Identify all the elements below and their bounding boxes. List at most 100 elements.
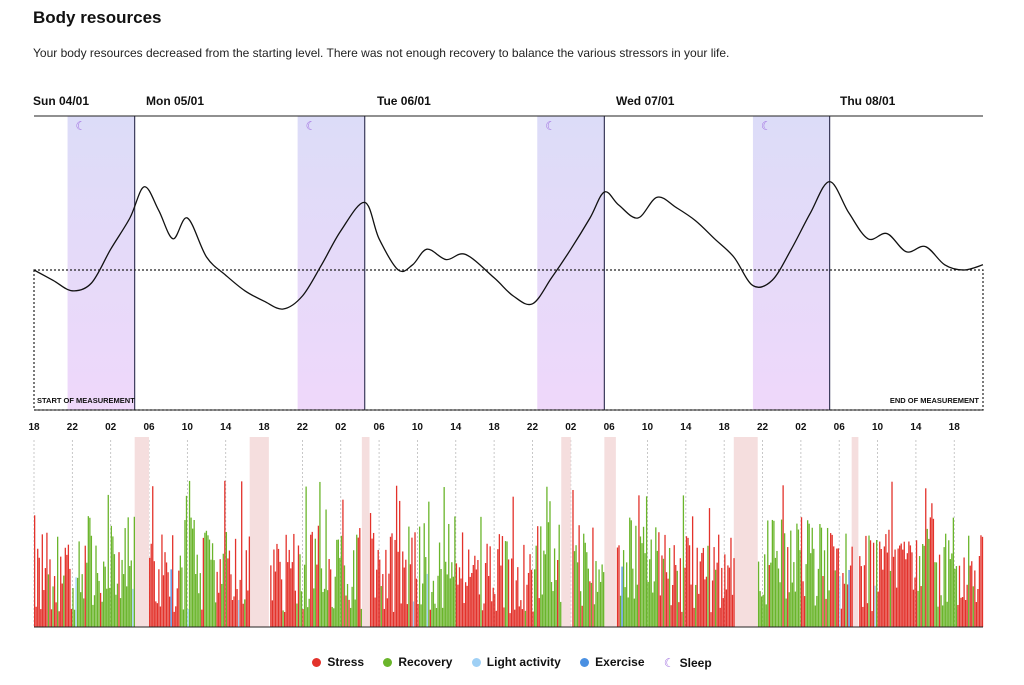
activity-bar bbox=[96, 573, 99, 627]
activity-bar bbox=[714, 569, 717, 627]
activity-bar bbox=[337, 539, 339, 627]
activity-bar bbox=[41, 534, 43, 627]
activity-bar bbox=[537, 526, 539, 627]
activity-bar bbox=[512, 496, 514, 627]
activity-bar bbox=[334, 576, 336, 627]
activity-bar bbox=[371, 538, 373, 627]
activity-bar bbox=[230, 574, 232, 627]
activity-bar bbox=[782, 485, 784, 627]
activity-bar bbox=[40, 609, 42, 627]
activity-bar bbox=[35, 606, 37, 627]
activity-bar bbox=[233, 596, 235, 627]
sleep-band bbox=[297, 116, 365, 410]
activity-bar bbox=[928, 538, 930, 627]
activity-bar bbox=[849, 565, 852, 627]
activity-bar bbox=[314, 538, 316, 627]
activity-bar bbox=[345, 595, 347, 627]
activity-bar bbox=[408, 526, 410, 627]
activity-bar bbox=[283, 611, 286, 627]
sleep-transition-band bbox=[733, 437, 758, 627]
activity-bar bbox=[771, 519, 774, 627]
activity-bar bbox=[892, 556, 895, 627]
activity-bar bbox=[811, 527, 813, 627]
activity-bar bbox=[676, 570, 678, 627]
activity-bar bbox=[713, 547, 715, 627]
activity-bar bbox=[218, 592, 220, 627]
activity-bar bbox=[831, 534, 833, 627]
hour-tick-label: 18 bbox=[258, 422, 270, 433]
activity-bar bbox=[170, 569, 172, 627]
activity-bar bbox=[34, 515, 36, 627]
activity-bar bbox=[872, 542, 875, 627]
activity-bar bbox=[885, 534, 887, 627]
hour-tick-label: 06 bbox=[143, 422, 155, 433]
activity-bar bbox=[239, 579, 241, 627]
activity-bar bbox=[776, 550, 778, 627]
activity-bar bbox=[586, 552, 588, 627]
activity-bar bbox=[716, 562, 718, 627]
activity-bar bbox=[949, 559, 951, 627]
end-measurement-label: END OF MEASUREMENT bbox=[890, 396, 980, 405]
activity-bar bbox=[820, 527, 823, 627]
activity-bar bbox=[491, 601, 493, 627]
activity-bar bbox=[38, 557, 40, 627]
activity-bar bbox=[839, 576, 841, 627]
activity-bar bbox=[573, 551, 576, 627]
hour-tick-label: 22 bbox=[757, 422, 769, 433]
activity-bar bbox=[386, 598, 389, 627]
activity-bar bbox=[553, 548, 556, 627]
activity-bar bbox=[980, 535, 982, 627]
activity-bar bbox=[696, 547, 698, 627]
activity-bar bbox=[420, 604, 422, 627]
activity-bar bbox=[905, 559, 907, 627]
activity-bar bbox=[932, 518, 935, 627]
activity-bar bbox=[906, 553, 908, 627]
activity-bar bbox=[543, 550, 545, 627]
activity-bar bbox=[167, 572, 169, 627]
activity-bar bbox=[943, 547, 945, 627]
activity-bar bbox=[978, 556, 981, 627]
activity-bar bbox=[353, 550, 355, 627]
activity-bar bbox=[690, 584, 692, 627]
activity-bar bbox=[598, 569, 600, 627]
activity-bar bbox=[667, 578, 669, 627]
activity-bar bbox=[155, 601, 157, 627]
activity-bar bbox=[187, 609, 189, 627]
activity-bar bbox=[95, 545, 97, 627]
activity-bar bbox=[915, 540, 918, 627]
activity-bar bbox=[670, 605, 672, 627]
activity-bar bbox=[182, 609, 185, 627]
hour-tick-label: 22 bbox=[297, 422, 309, 433]
activity-bar bbox=[773, 520, 775, 627]
activity-bar bbox=[471, 572, 473, 627]
activity-bar bbox=[655, 527, 657, 627]
activity-bar bbox=[227, 558, 229, 627]
activity-bar bbox=[869, 540, 872, 627]
activity-bar bbox=[383, 608, 385, 627]
activity-bar bbox=[845, 533, 847, 627]
activity-bar bbox=[451, 562, 453, 627]
activity-bar bbox=[346, 583, 349, 627]
activity-bar bbox=[668, 547, 671, 627]
activity-bar bbox=[957, 604, 959, 627]
activity-bar bbox=[414, 532, 416, 627]
sleep-transition-band bbox=[604, 437, 616, 627]
activity-bar bbox=[149, 557, 151, 627]
activity-bar bbox=[52, 586, 54, 627]
activity-bar bbox=[369, 513, 372, 627]
activity-bar bbox=[518, 606, 520, 627]
activity-bar bbox=[971, 561, 973, 627]
activity-bar bbox=[299, 554, 301, 627]
activity-bar bbox=[619, 595, 622, 627]
activity-bar bbox=[455, 563, 458, 627]
activity-bar bbox=[425, 557, 427, 627]
activity-bar bbox=[303, 564, 306, 627]
activity-bar bbox=[93, 595, 96, 627]
activity-bar bbox=[693, 607, 695, 627]
activity-bar bbox=[460, 578, 462, 627]
activity-bar bbox=[503, 607, 505, 627]
activity-bar bbox=[464, 582, 467, 627]
activity-bar bbox=[156, 603, 158, 627]
activity-bar bbox=[322, 591, 324, 627]
activity-bar bbox=[914, 577, 916, 627]
